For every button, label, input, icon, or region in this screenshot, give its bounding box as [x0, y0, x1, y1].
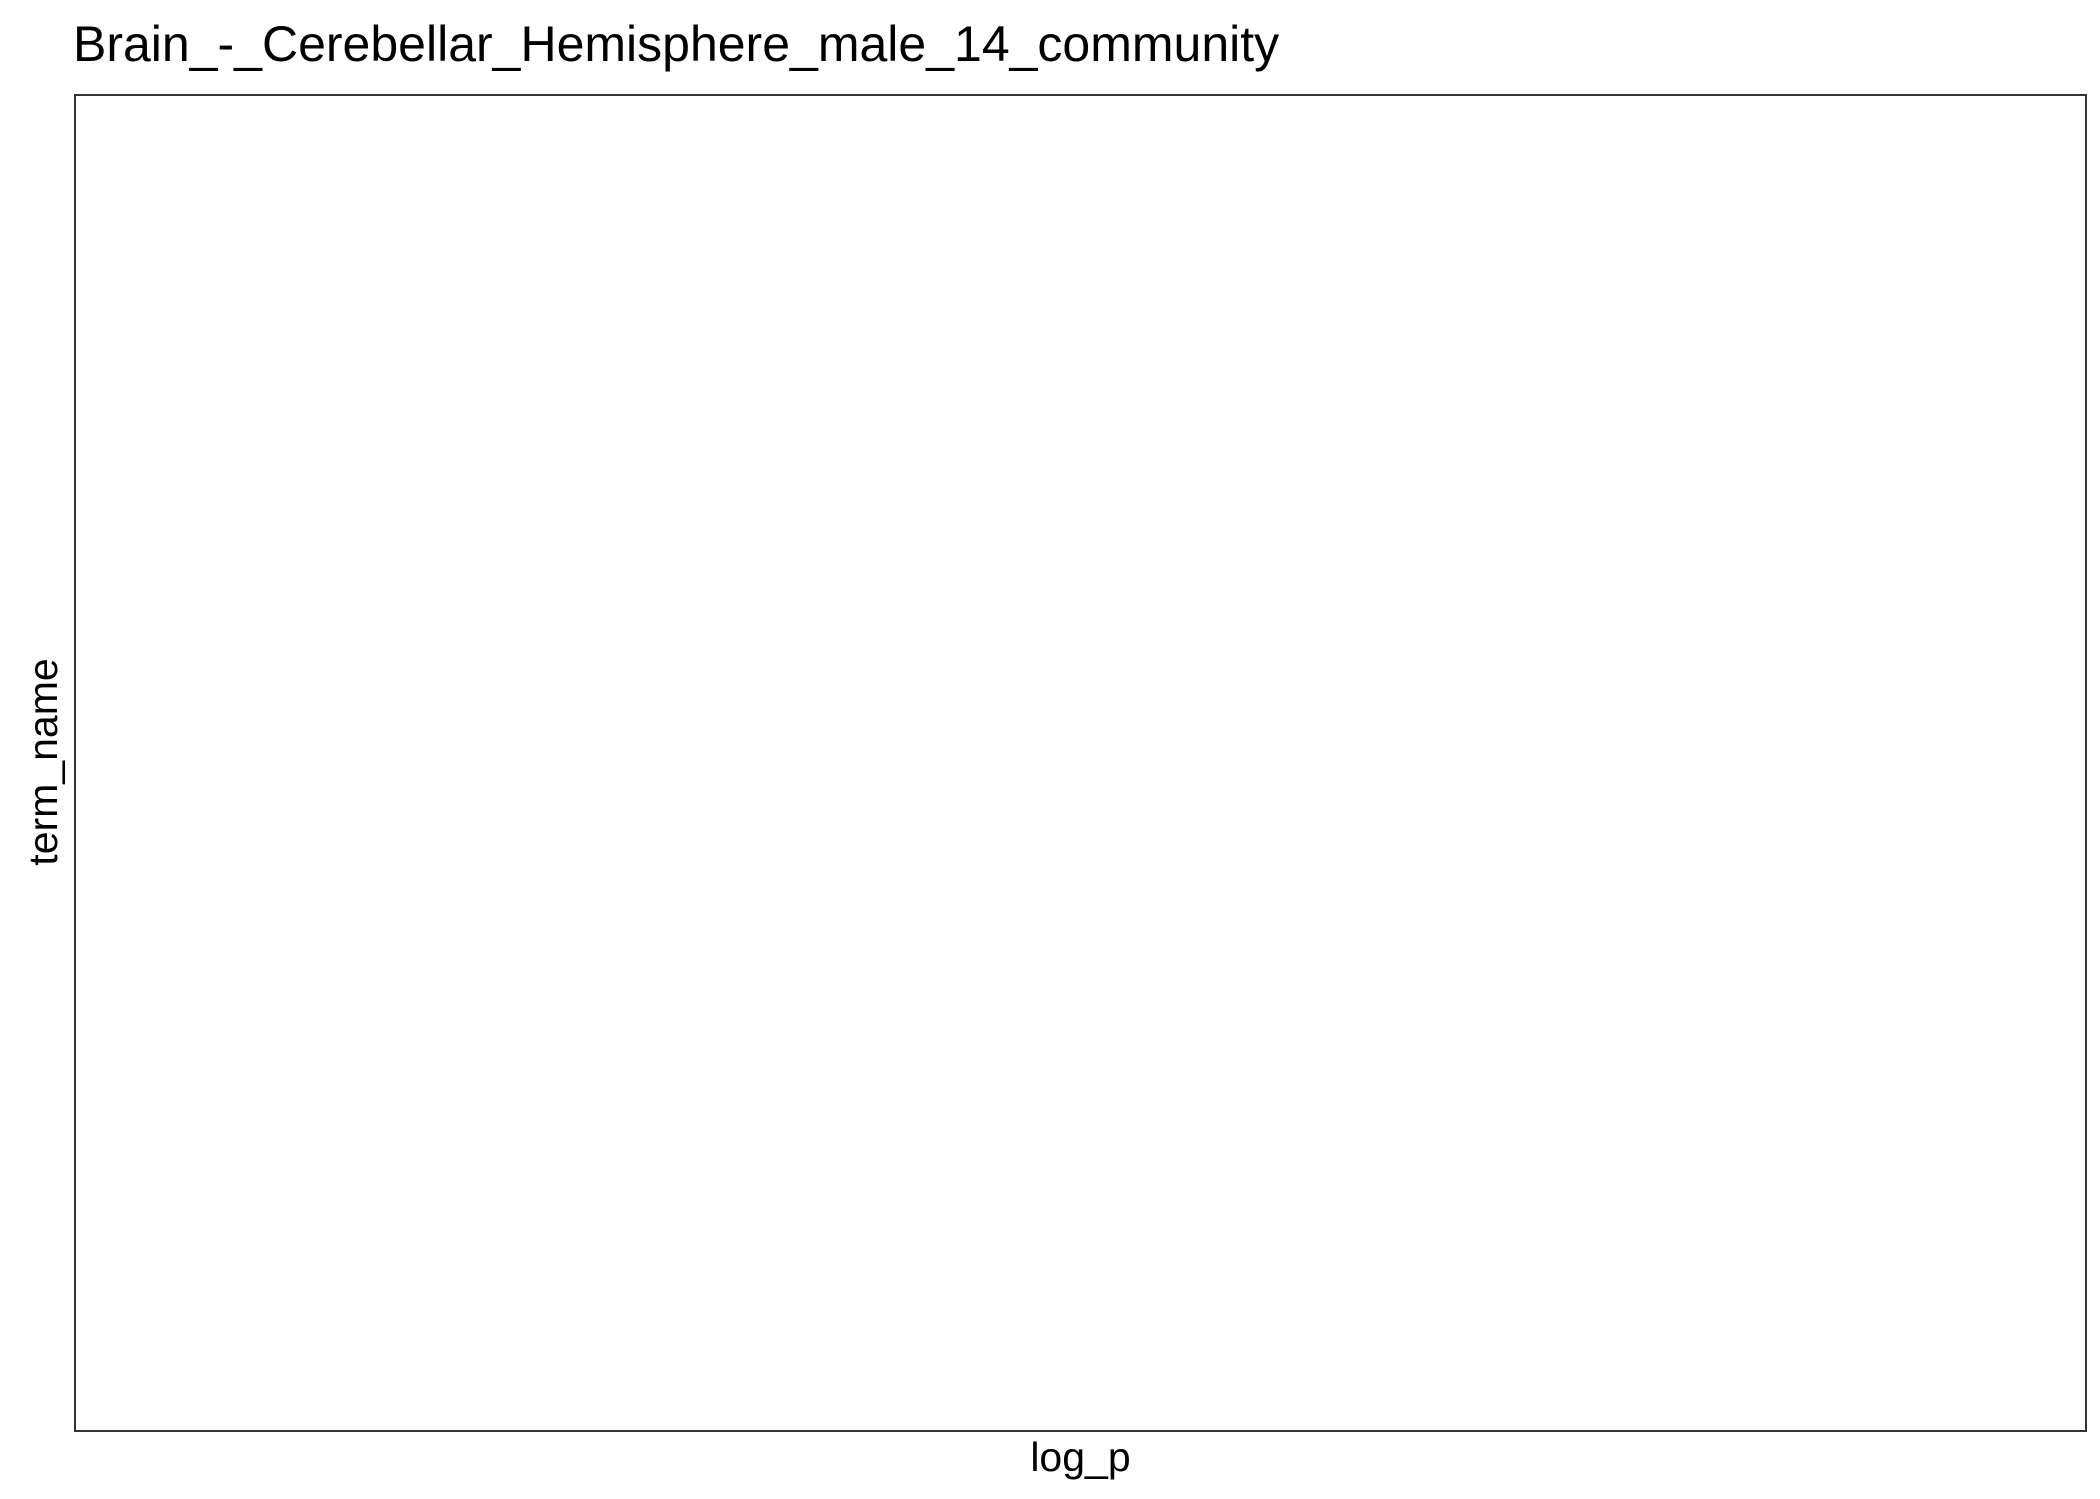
plot-area [76, 96, 2085, 1430]
plot-panel [74, 94, 2087, 1432]
y-axis-label: term_name [20, 658, 66, 866]
x-axis-label: log_p [1030, 1434, 1131, 1480]
chart-title: Brain_-_Cerebellar_Hemisphere_male_14_co… [73, 16, 1280, 72]
